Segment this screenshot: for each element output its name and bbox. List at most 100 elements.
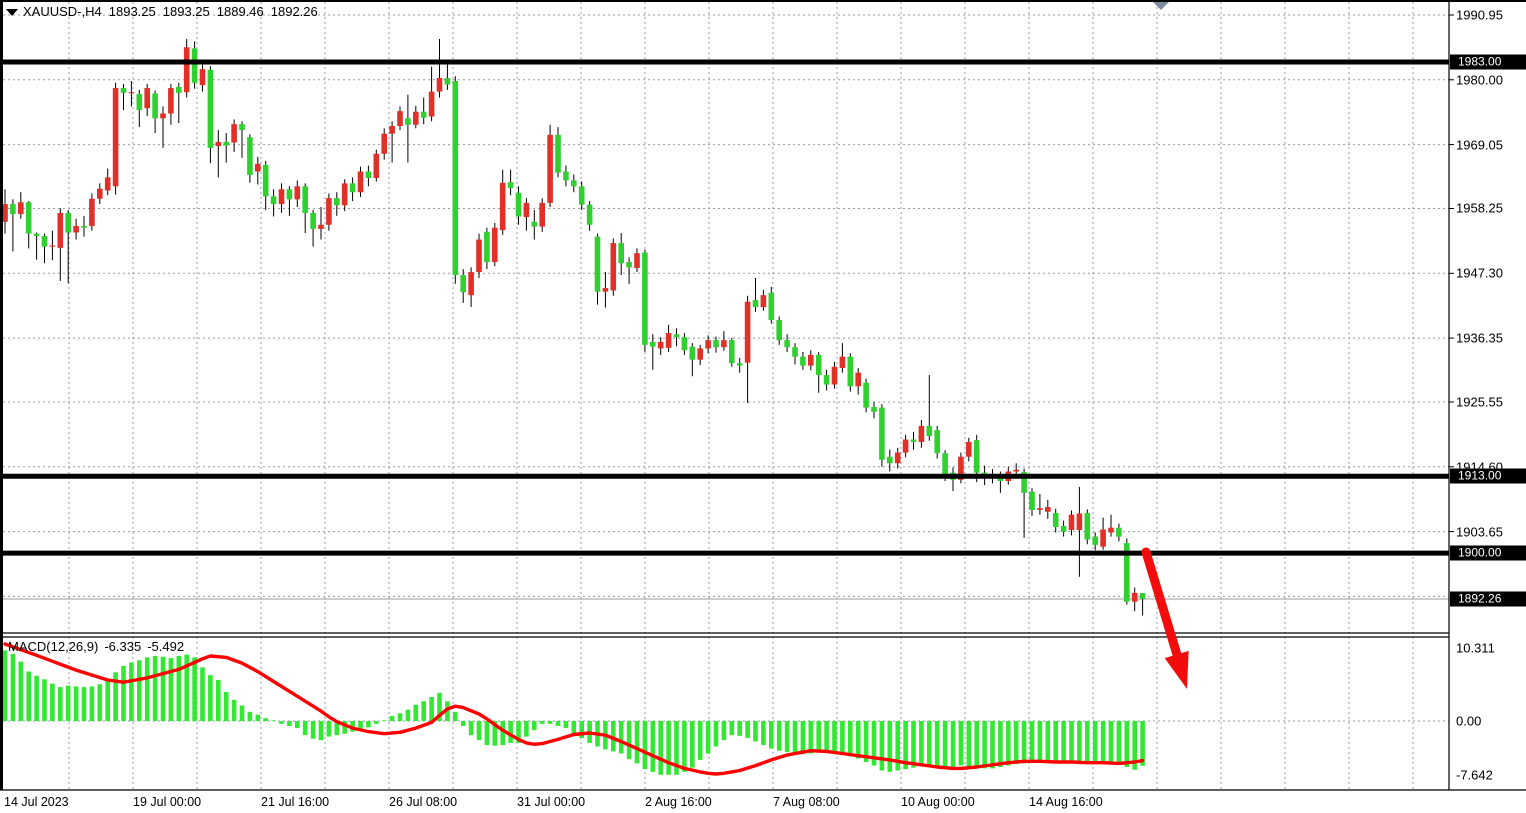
bull-candle [665,333,672,348]
bull-candle [373,153,380,179]
bull-candle [318,224,324,229]
bear-candle [594,236,601,292]
bull-candle [902,439,909,453]
bull-candle [705,340,711,349]
bull-candle [381,133,387,154]
bull-candle [839,356,846,368]
bear-candle [586,204,593,225]
price-level-badge-1913.00: 1913.00 [1450,468,1526,484]
price-level-badge-1892.26: 1892.26 [1450,591,1526,607]
bear-candle [626,262,632,268]
bear-candle [460,275,466,293]
bear-candle [420,111,427,118]
chart-title: XAUUSD-,H4 1893.25 1893.25 1889.46 1892.26 [6,4,318,19]
bear-candle [926,425,933,437]
bull-candle [97,188,103,199]
bull-candle [215,141,222,147]
bull-candle [160,113,166,119]
bull-candle [168,88,174,114]
macd-name: MACD(12,26,9) [8,639,99,654]
bear-candle [578,186,585,205]
bull-candle [2,204,8,222]
bull-candle [128,92,135,94]
bear-candle [191,48,198,83]
bear-candle [223,141,229,146]
chart-shift-marker-icon[interactable] [1153,2,1169,10]
bull-candle [1013,469,1019,472]
bull-candle [808,354,814,366]
bear-candle [942,453,948,476]
time-axis-label: 21 Jul 16:00 [261,795,330,809]
bull-candle [428,91,435,117]
bear-candle [784,340,790,348]
bear-candle [871,407,877,412]
price-axis-label: 1936.35 [1456,330,1503,346]
bull-candle [357,171,364,193]
bear-candle [152,93,158,119]
bear-candle [973,440,980,473]
macd-signal-value: -5.492 [147,639,185,654]
bear-candle [736,363,743,366]
bull-candle [492,227,498,263]
bear-candle [81,225,87,228]
bull-candle [1100,529,1106,547]
symbol-timeframe: XAUUSD-,H4 [23,4,102,19]
bear-candle [1124,543,1130,602]
bear-candle [713,340,719,348]
bull-candle [1076,513,1083,531]
macd-main-value: -6.335 [104,639,142,654]
bull-candle [958,456,964,480]
bear-candle [452,80,459,276]
bull-candle [547,134,553,203]
bull-candle [294,186,301,200]
bull-candle [144,88,150,109]
bear-candle [120,88,127,93]
bull-candle [389,125,395,134]
bear-candle [934,430,940,454]
candles [2,38,1146,616]
bull-candle [634,253,640,268]
window-left-border [0,0,3,790]
bear-candle [10,204,16,215]
bull-candle [657,341,664,349]
bear-candle [800,356,806,366]
bull-candle [499,182,506,231]
time-axis-label: 14 Jul 2023 [4,795,69,809]
bear-candle [136,93,143,110]
bear-candle [863,382,869,408]
bull-candle [1045,507,1051,512]
time-axis-label: 2 Aug 16:00 [645,795,712,809]
bull-candle [744,301,751,363]
bull-candle [73,225,79,233]
bear-candle [910,439,917,442]
bear-candle [997,476,1004,481]
bear-candle [650,341,656,347]
price-level-badge-1983.00: 1983.00 [1450,54,1526,70]
bear-candle [270,196,277,205]
bear-candle [563,171,569,181]
macd-signal-line [3,642,1145,776]
grid [3,2,1449,790]
bear-candle [1139,593,1146,599]
bear-candle [247,137,253,176]
bull-candle [523,202,530,218]
bull-candle [1108,527,1114,533]
bull-candle [918,425,925,442]
bear-candle [792,347,798,357]
bear-candle [176,86,182,93]
price-axis-label: 1947.30 [1456,265,1503,281]
resistance-support-lines[interactable] [3,59,1449,556]
bear-candle [776,320,782,341]
trend-arrow-annotation[interactable] [1141,547,1189,689]
close-value: 1892.26 [270,4,318,19]
bull-candle [468,272,474,296]
bull-candle [18,202,24,215]
bear-candle [752,299,759,308]
bear-candle [571,180,577,187]
bull-candle [278,189,285,205]
macd-axis-label: 0.00 [1456,713,1482,729]
high-value: 1893.25 [162,4,210,19]
bull-candle [855,372,861,387]
bear-candle [768,292,775,321]
